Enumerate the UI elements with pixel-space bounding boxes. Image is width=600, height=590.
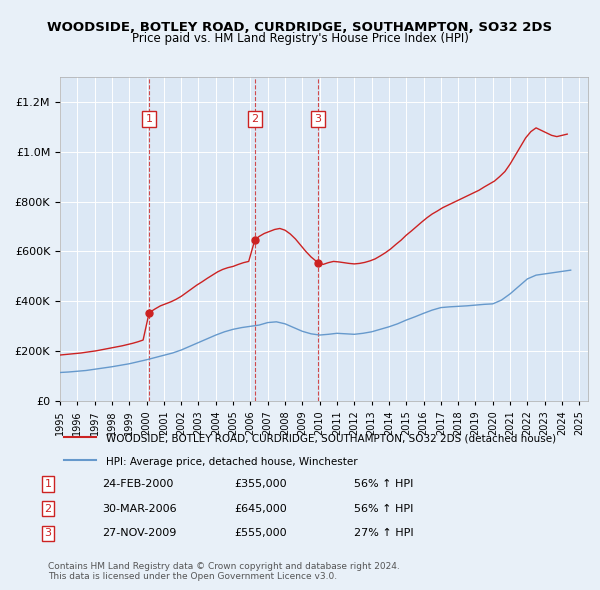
Text: Contains HM Land Registry data © Crown copyright and database right 2024.
This d: Contains HM Land Registry data © Crown c… [48, 562, 400, 581]
Text: 2: 2 [44, 504, 52, 513]
Text: 24-FEB-2000: 24-FEB-2000 [102, 479, 173, 489]
Text: 56% ↑ HPI: 56% ↑ HPI [354, 504, 413, 513]
Text: 3: 3 [314, 114, 322, 124]
Text: £555,000: £555,000 [234, 529, 287, 538]
Text: 3: 3 [44, 529, 52, 538]
Text: WOODSIDE, BOTLEY ROAD, CURDRIDGE, SOUTHAMPTON, SO32 2DS: WOODSIDE, BOTLEY ROAD, CURDRIDGE, SOUTHA… [47, 21, 553, 34]
Text: 30-MAR-2006: 30-MAR-2006 [102, 504, 176, 513]
Text: 56% ↑ HPI: 56% ↑ HPI [354, 479, 413, 489]
Text: 27% ↑ HPI: 27% ↑ HPI [354, 529, 413, 538]
Text: HPI: Average price, detached house, Winchester: HPI: Average price, detached house, Winc… [106, 457, 358, 467]
Text: £645,000: £645,000 [234, 504, 287, 513]
Text: WOODSIDE, BOTLEY ROAD, CURDRIDGE, SOUTHAMPTON, SO32 2DS (detached house): WOODSIDE, BOTLEY ROAD, CURDRIDGE, SOUTHA… [106, 434, 556, 444]
Text: £355,000: £355,000 [234, 479, 287, 489]
Text: 1: 1 [146, 114, 152, 124]
Text: 27-NOV-2009: 27-NOV-2009 [102, 529, 176, 538]
Text: Price paid vs. HM Land Registry's House Price Index (HPI): Price paid vs. HM Land Registry's House … [131, 32, 469, 45]
Text: 2: 2 [251, 114, 259, 124]
Text: 1: 1 [44, 479, 52, 489]
